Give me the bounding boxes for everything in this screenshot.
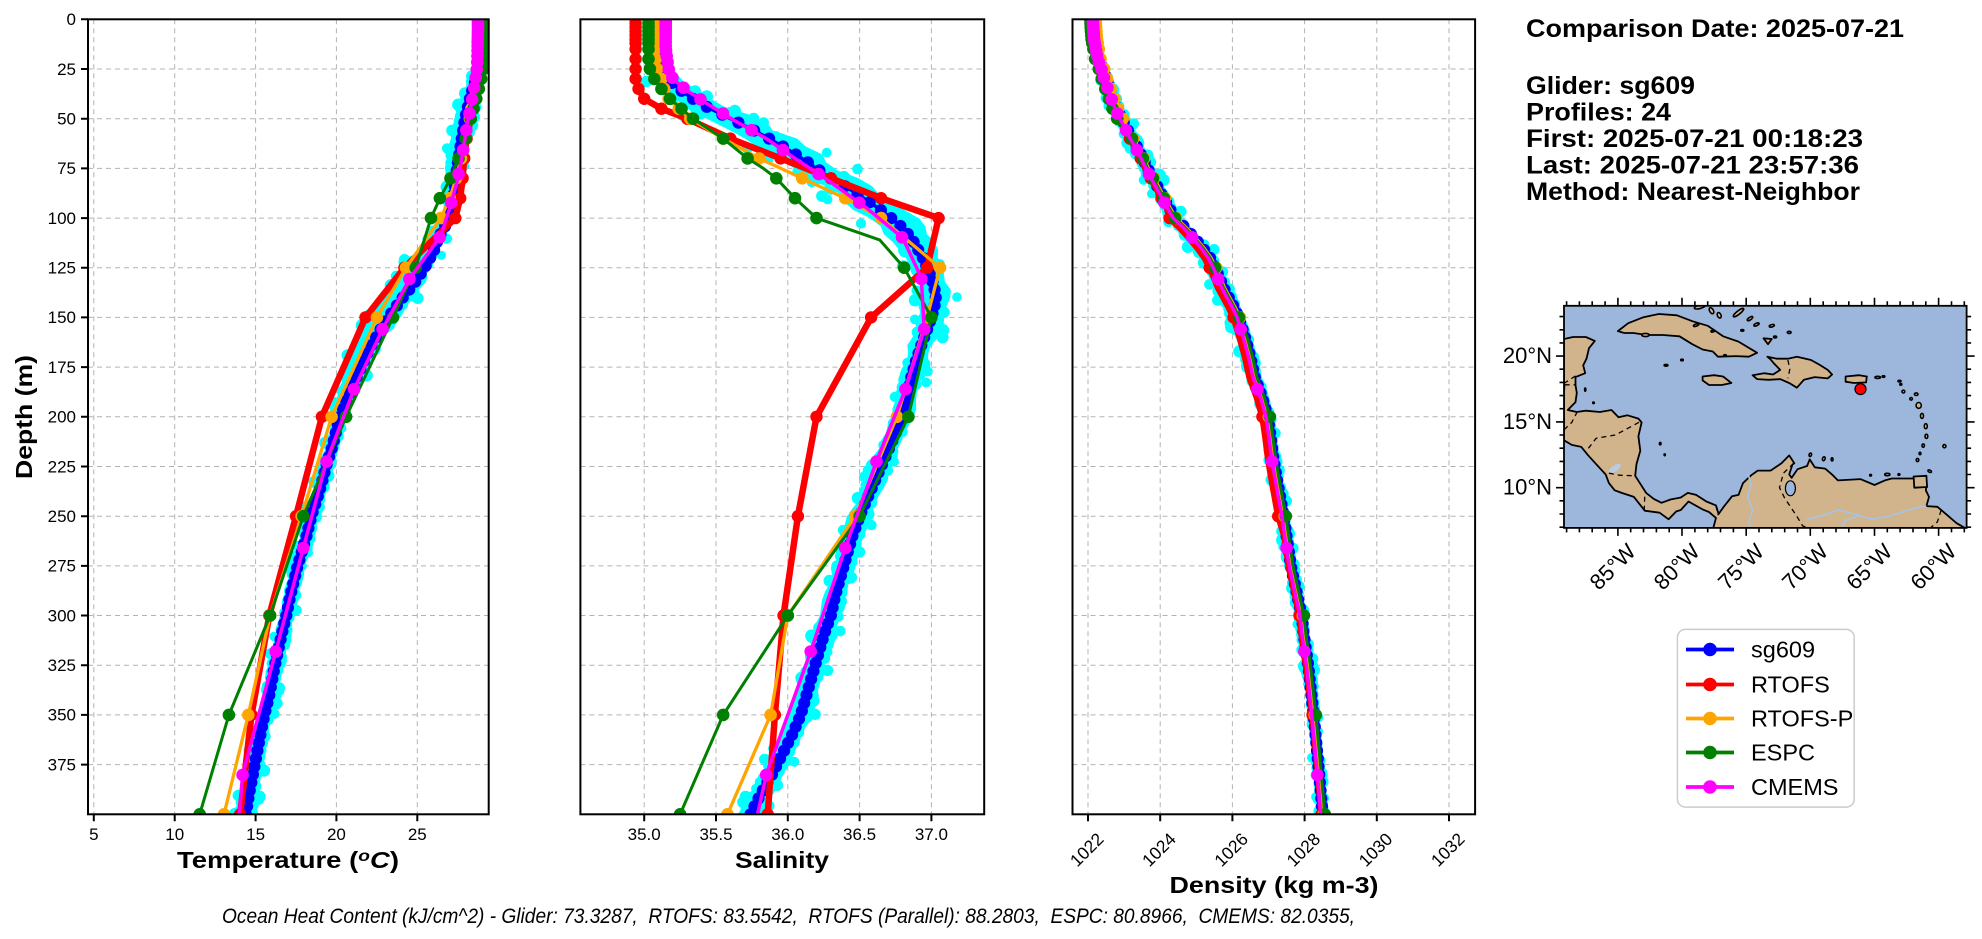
svg-text:36.0: 36.0 <box>771 825 804 844</box>
svg-text:25: 25 <box>57 60 76 79</box>
svg-text:sg609: sg609 <box>1751 637 1815 663</box>
svg-text:250: 250 <box>48 507 76 526</box>
svg-text:25: 25 <box>408 825 427 844</box>
svg-text:Profiles: 24: Profiles: 24 <box>1526 99 1671 127</box>
svg-text:Glider: sg609: Glider: sg609 <box>1526 72 1695 100</box>
svg-text:150: 150 <box>48 308 76 327</box>
svg-text:20: 20 <box>327 825 346 844</box>
svg-text:Ocean Heat Content (kJ/cm^2) -: Ocean Heat Content (kJ/cm^2) - Glider: 7… <box>222 905 1355 928</box>
svg-text:275: 275 <box>48 557 76 576</box>
svg-text:36.5: 36.5 <box>843 825 876 844</box>
svg-text:RTOFS-P: RTOFS-P <box>1751 706 1853 732</box>
svg-text:300: 300 <box>48 606 76 625</box>
svg-text:125: 125 <box>48 259 76 278</box>
svg-text:75: 75 <box>57 159 76 178</box>
svg-text:350: 350 <box>48 706 76 725</box>
svg-text:225: 225 <box>48 457 76 476</box>
svg-text:100: 100 <box>48 209 76 228</box>
svg-text:37.0: 37.0 <box>915 825 948 844</box>
svg-text:0: 0 <box>67 10 76 29</box>
svg-text:20°N: 20°N <box>1503 343 1552 368</box>
svg-text:CMEMS: CMEMS <box>1751 774 1838 800</box>
svg-text:5: 5 <box>89 825 98 844</box>
svg-text:50: 50 <box>57 110 76 129</box>
svg-text:175: 175 <box>48 358 76 377</box>
svg-text:35.5: 35.5 <box>699 825 732 844</box>
svg-text:325: 325 <box>48 656 76 675</box>
svg-text:15: 15 <box>246 825 265 844</box>
svg-text:ESPC: ESPC <box>1751 740 1815 766</box>
svg-text:Last: 2025-07-21 23:57:36: Last: 2025-07-21 23:57:36 <box>1526 152 1859 180</box>
svg-text:15°N: 15°N <box>1503 409 1552 434</box>
svg-text:Density (kg m-3): Density (kg m-3) <box>1170 872 1379 898</box>
svg-text:First: 2025-07-21 00:18:23: First: 2025-07-21 00:18:23 <box>1526 125 1863 153</box>
svg-text:200: 200 <box>48 408 76 427</box>
svg-text:10: 10 <box>165 825 184 844</box>
svg-text:35.0: 35.0 <box>628 825 661 844</box>
svg-text:Method: Nearest-Neighbor: Method: Nearest-Neighbor <box>1526 178 1860 206</box>
svg-text:Salinity: Salinity <box>735 847 829 873</box>
svg-text:Depth (m): Depth (m) <box>11 355 37 479</box>
svg-text:10°N: 10°N <box>1503 475 1552 500</box>
svg-text:375: 375 <box>48 755 76 774</box>
svg-text:Comparison Date: 2025-07-21: Comparison Date: 2025-07-21 <box>1526 15 1904 43</box>
svg-text:RTOFS: RTOFS <box>1751 672 1830 698</box>
